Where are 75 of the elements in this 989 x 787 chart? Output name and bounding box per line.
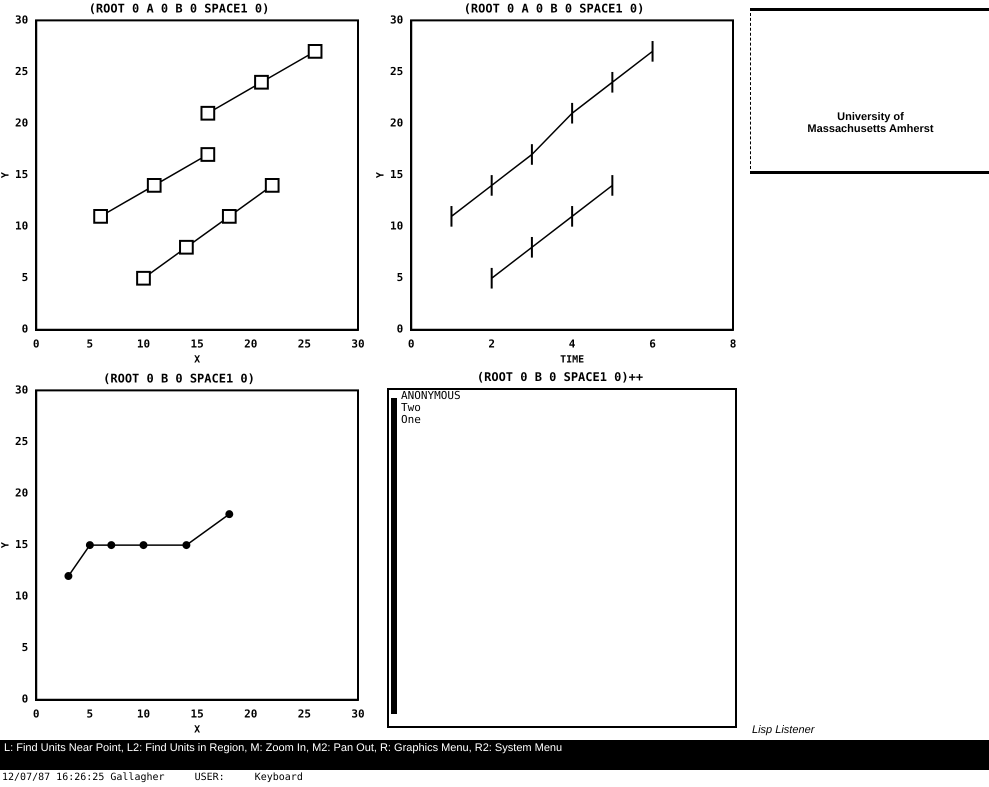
x-tick-label: 15 [190, 337, 204, 350]
x-tick-label: 6 [649, 337, 656, 350]
text: (ROOT 0 B 0 SPACE1 0)++ [476, 370, 644, 386]
text: USER: [194, 772, 225, 783]
y-tick-label: 10 [14, 590, 28, 603]
y-tick-label: 5 [22, 641, 28, 654]
x-tick-label: 0 [408, 337, 415, 350]
point [179, 240, 194, 255]
y-tick-label: 0 [22, 322, 28, 336]
y-tick-label: 30 [14, 13, 28, 26]
y-tick-label: 10 [390, 220, 404, 233]
point [200, 147, 216, 162]
point [182, 541, 190, 550]
point [264, 178, 280, 193]
y-tick-label: 25 [14, 434, 28, 448]
y-axis-title: Y [376, 172, 387, 178]
x-tick-label: 5 [86, 707, 94, 720]
text: One [401, 413, 422, 426]
point [107, 541, 116, 550]
y-tick-label: 25 [14, 64, 28, 78]
text: L: Find Units Near Point, L2: Find Units in Region, M: Zoom In, M2: Pan Out, R: Graphics Menu, R2: System Menu [3, 741, 564, 756]
x-tick-label: 10 [136, 337, 150, 350]
x-tick-label: 30 [351, 337, 365, 350]
x-tick-label: 8 [730, 337, 736, 350]
text: ANONYMOUS [401, 389, 461, 402]
text: Two [401, 401, 422, 414]
y-tick-label: 5 [396, 271, 404, 284]
point [86, 541, 94, 550]
x-tick-label: 25 [298, 707, 311, 720]
text: Keyboard [254, 772, 303, 783]
y-tick-label: 10 [14, 220, 28, 233]
point [254, 74, 269, 90]
y-tick-label: 30 [14, 383, 28, 396]
chart-title: (ROOT 0 B 0 SPACE1 0) [103, 371, 255, 386]
y-tick-label: 30 [390, 13, 404, 26]
y-axis-title: Y [0, 172, 12, 178]
x-tick-label: 15 [190, 707, 204, 720]
point [200, 106, 216, 121]
x-tick-label: 10 [136, 707, 150, 720]
chart-title: (ROOT 0 A 0 B 0 SPACE1 0) [464, 1, 644, 16]
y-axis-title: Y [0, 542, 12, 548]
x-tick-label: 30 [351, 707, 365, 720]
point [64, 572, 72, 580]
y-tick-label: 15 [14, 168, 28, 181]
x-tick-label: 20 [244, 707, 258, 720]
y-tick-label: 0 [396, 322, 404, 336]
x-tick-label: 5 [86, 337, 94, 350]
point [308, 44, 322, 59]
text: 12/07/87 16:26:25 Gallagher [2, 772, 165, 783]
y-tick-label: 20 [390, 116, 404, 130]
y-tick-label: 5 [22, 271, 28, 284]
point [222, 208, 237, 224]
y-tick-label: 25 [390, 64, 404, 78]
x-tick-label: 20 [244, 337, 258, 350]
y-tick-label: 20 [14, 116, 28, 130]
point [225, 510, 234, 518]
x-tick-label: 0 [32, 337, 40, 350]
y-tick-label: 20 [14, 486, 28, 500]
text: University of Massachusetts Amherst [806, 111, 935, 135]
chart-title: (ROOT 0 A 0 B 0 SPACE1 0) [88, 1, 270, 16]
x-tick-label: 25 [298, 337, 311, 350]
point [139, 541, 148, 550]
x-tick-label: 4 [568, 337, 576, 350]
x-axis-title: X [194, 724, 200, 736]
x-axis-title: TIME [560, 354, 584, 366]
point [146, 178, 162, 193]
text: Lisp Listener [752, 724, 814, 736]
y-tick-label: 15 [14, 538, 28, 551]
x-axis-title: X [194, 354, 200, 366]
point [136, 270, 151, 286]
point [93, 208, 108, 224]
y-tick-label: 0 [22, 692, 28, 706]
x-tick-label: 2 [488, 337, 495, 350]
y-tick-label: 15 [390, 168, 404, 181]
x-tick-label: 0 [32, 707, 40, 720]
